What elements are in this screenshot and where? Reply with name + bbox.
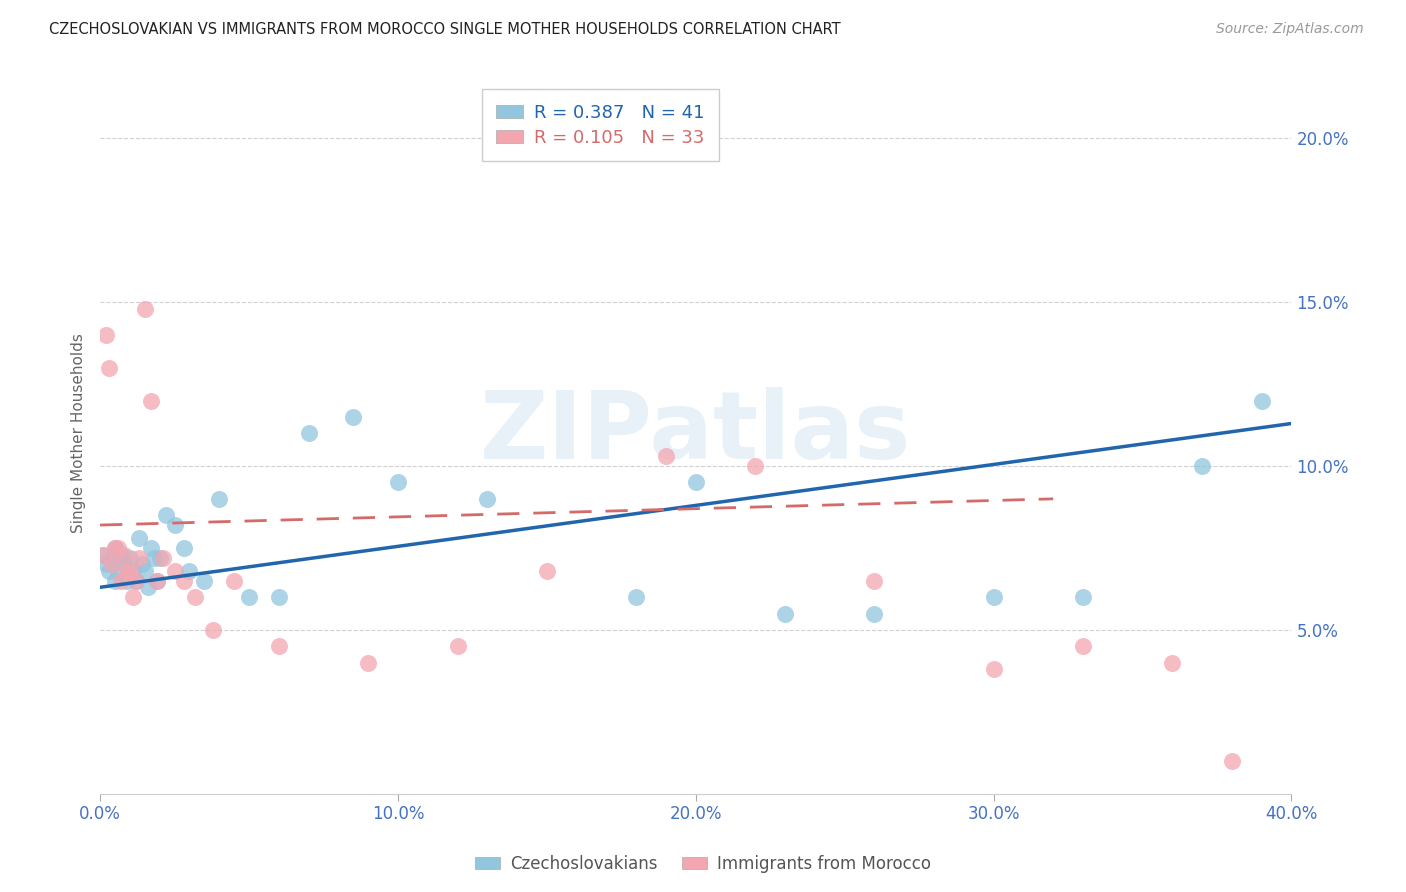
Point	[101, 558, 124, 572]
Point	[655, 450, 678, 464]
Point	[184, 590, 207, 604]
Text: CZECHOSLOVAKIAN VS IMMIGRANTS FROM MOROCCO SINGLE MOTHER HOUSEHOLDS CORRELATION : CZECHOSLOVAKIAN VS IMMIGRANTS FROM MOROC…	[49, 22, 841, 37]
Point	[238, 590, 260, 604]
Point	[863, 574, 886, 588]
Legend: Czechoslovakians, Immigrants from Morocco: Czechoslovakians, Immigrants from Morocc…	[468, 848, 938, 880]
Point	[173, 574, 195, 588]
Text: Source: ZipAtlas.com: Source: ZipAtlas.com	[1216, 22, 1364, 37]
Point	[863, 607, 886, 621]
Point	[387, 475, 409, 490]
Point	[112, 548, 135, 562]
Point	[115, 564, 138, 578]
Point	[744, 459, 766, 474]
Point	[110, 574, 132, 588]
Point	[202, 623, 225, 637]
Point	[122, 564, 145, 578]
Point	[163, 564, 186, 578]
Point	[104, 541, 127, 555]
Point	[983, 662, 1005, 676]
Point	[1250, 393, 1272, 408]
Point	[773, 607, 796, 621]
Point	[122, 590, 145, 604]
Point	[179, 564, 201, 578]
Point	[267, 640, 290, 654]
Point	[342, 409, 364, 424]
Point	[477, 491, 499, 506]
Point	[118, 564, 141, 578]
Point	[101, 550, 124, 565]
Point	[98, 564, 121, 578]
Point	[104, 541, 127, 555]
Point	[112, 558, 135, 572]
Point	[91, 548, 114, 562]
Point	[1191, 459, 1213, 474]
Point	[1220, 754, 1243, 768]
Point	[145, 574, 167, 588]
Point	[134, 564, 156, 578]
Point	[128, 531, 150, 545]
Point	[173, 541, 195, 555]
Point	[983, 590, 1005, 604]
Point	[110, 548, 132, 562]
Point	[297, 426, 319, 441]
Point	[1161, 656, 1184, 670]
Point	[128, 550, 150, 565]
Point	[115, 574, 138, 588]
Point	[155, 508, 177, 523]
Text: ZIPatlas: ZIPatlas	[479, 387, 911, 479]
Point	[536, 564, 558, 578]
Point	[446, 640, 468, 654]
Point	[267, 590, 290, 604]
Point	[136, 580, 159, 594]
Point	[134, 301, 156, 316]
Point	[125, 574, 148, 588]
Point	[163, 518, 186, 533]
Point	[149, 550, 172, 565]
Point	[685, 475, 707, 490]
Point	[98, 360, 121, 375]
Point	[107, 564, 129, 578]
Point	[142, 550, 165, 565]
Point	[104, 574, 127, 588]
Legend: R = 0.387   N = 41, R = 0.105   N = 33: R = 0.387 N = 41, R = 0.105 N = 33	[482, 89, 718, 161]
Point	[208, 491, 231, 506]
Point	[193, 574, 215, 588]
Point	[139, 541, 162, 555]
Point	[91, 548, 114, 562]
Point	[152, 550, 174, 565]
Y-axis label: Single Mother Households: Single Mother Households	[72, 334, 86, 533]
Point	[626, 590, 648, 604]
Point	[357, 656, 380, 670]
Point	[131, 558, 153, 572]
Point	[224, 574, 246, 588]
Point	[125, 574, 148, 588]
Point	[145, 574, 167, 588]
Point	[118, 550, 141, 565]
Point	[94, 328, 117, 343]
Point	[1071, 590, 1094, 604]
Point	[1071, 640, 1094, 654]
Point	[107, 541, 129, 555]
Point	[94, 558, 117, 572]
Point	[139, 393, 162, 408]
